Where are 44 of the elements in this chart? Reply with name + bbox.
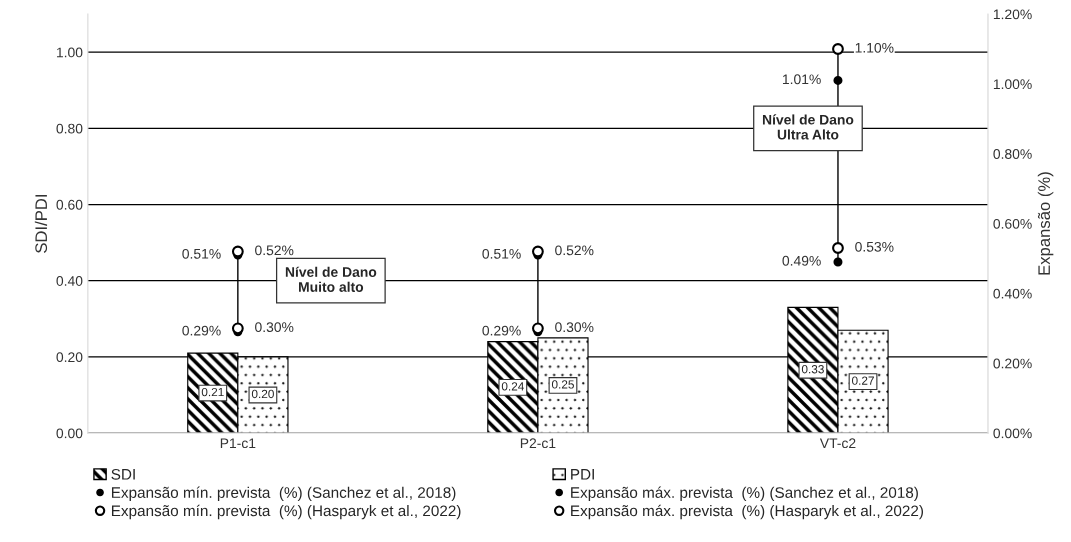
- data-label: 0.20: [251, 389, 274, 399]
- y2-tick-label: 1.00%: [993, 79, 1032, 90]
- y2-tick-label: 0.40%: [993, 288, 1032, 299]
- y2-tick-label: 0.20%: [993, 358, 1032, 369]
- y-tick-label: 0.80: [56, 123, 83, 134]
- data-label: 0.33: [801, 365, 824, 374]
- data-label: 0.30%: [555, 322, 594, 333]
- y2-tick-label: 0.00%: [993, 428, 1032, 439]
- legend-label: Expansão mín. prevista (%) (Sanchez et al., 2018): [111, 486, 456, 501]
- y-tick-label: 0.60: [56, 199, 83, 210]
- y-tick-label: 1.00: [56, 47, 83, 58]
- legend-label: SDI: [111, 468, 135, 480]
- legend-label: Expansão máx. prevista (%) (Sanchez et al., 2018): [571, 486, 918, 501]
- data-label: 0.30%: [255, 322, 294, 333]
- data-label: 0.29%: [182, 325, 221, 336]
- y-axis-title: SDI/PDI: [34, 195, 48, 253]
- data-label: 0.25: [551, 380, 574, 389]
- y2-tick-label: 0.80%: [993, 149, 1032, 159]
- data-label: 0.27: [852, 376, 874, 385]
- y2-tick-label: 1.20%: [993, 9, 1032, 20]
- x-tick-label: VT-c2: [819, 438, 856, 449]
- annotation: Nível de Dano Ultra Alto: [762, 114, 854, 140]
- data-label: 0.52%: [555, 245, 594, 256]
- annotation: Nível de Dano Muito alto: [285, 266, 377, 292]
- legend-label: Expansão mín. prevista (%) (Hasparyk et al., 2022): [111, 504, 461, 520]
- legend-label: PDI: [571, 469, 594, 480]
- data-label: 1.01%: [782, 74, 821, 85]
- y-tick-label: 0.20: [56, 352, 83, 363]
- data-label: 0.52%: [255, 245, 294, 256]
- y-tick-label: 0.00: [56, 428, 83, 439]
- data-label: 0.51%: [182, 248, 221, 259]
- data-label: 0.29%: [482, 325, 521, 336]
- data-label: 0.24: [501, 382, 524, 391]
- y2-axis-title: Expansão (%): [1037, 172, 1054, 275]
- legend-label: Expansão máx. prevista (%) (Hasparyk et al., 2022): [571, 504, 924, 520]
- data-label: 0.53%: [855, 241, 894, 252]
- y-tick-label: 0.40: [56, 276, 83, 286]
- data-label: 0.49%: [782, 255, 821, 266]
- x-tick-label: P2-c1: [520, 438, 556, 449]
- data-label: 0.21: [201, 387, 224, 397]
- data-label: 1.10%: [855, 42, 894, 53]
- y2-tick-label: 0.60%: [993, 218, 1032, 229]
- data-label: 0.51%: [482, 248, 521, 259]
- x-tick-label: P1-c1: [220, 438, 256, 449]
